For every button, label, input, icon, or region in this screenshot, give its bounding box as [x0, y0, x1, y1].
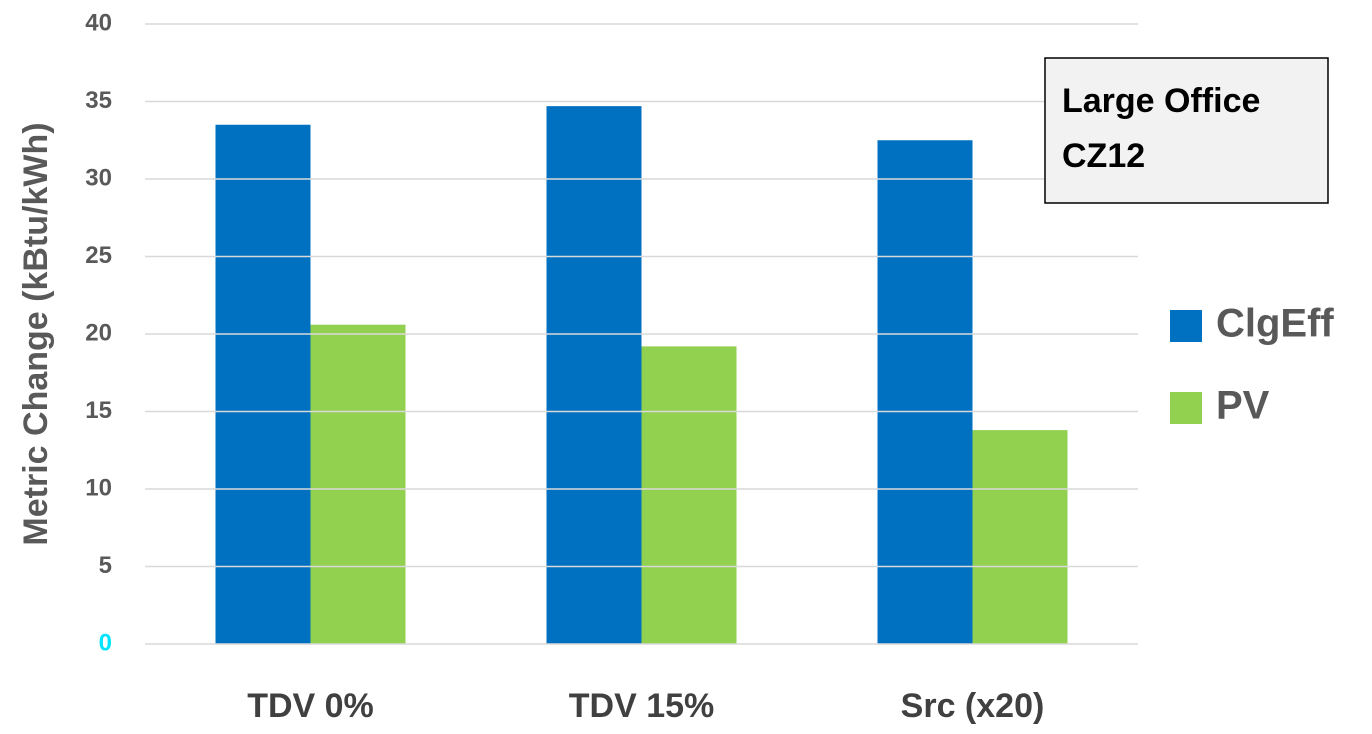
y-tick-label: 25	[85, 242, 112, 269]
y-tick-label: 30	[85, 164, 112, 191]
legend-swatch	[1170, 392, 1202, 424]
bar	[546, 106, 642, 644]
x-tick-label: TDV 0%	[247, 687, 374, 725]
x-tick-label: Src (x20)	[901, 687, 1045, 725]
y-tick-label: 0	[99, 629, 112, 656]
bar	[215, 124, 311, 644]
bar	[641, 346, 737, 644]
annotation-line: Large Office	[1062, 82, 1260, 120]
bar	[972, 430, 1068, 644]
y-tick-label: 15	[85, 397, 112, 424]
y-tick-label: 10	[85, 474, 112, 501]
y-tick-label: 20	[85, 319, 112, 346]
y-axis-label: Metric Change (kBtu/kWh)	[17, 122, 55, 545]
y-tick-label: 40	[85, 9, 112, 36]
legend-label: ClgEff	[1216, 302, 1334, 346]
y-tick-label: 5	[99, 552, 112, 579]
annotation-line: CZ12	[1062, 137, 1145, 175]
x-tick-label: TDV 15%	[569, 687, 715, 725]
bar	[310, 324, 406, 644]
annotation-box	[1044, 57, 1329, 204]
legend-label: PV	[1216, 384, 1270, 428]
y-tick-label: 35	[85, 87, 112, 114]
legend-swatch	[1170, 310, 1202, 342]
bar	[877, 140, 973, 644]
